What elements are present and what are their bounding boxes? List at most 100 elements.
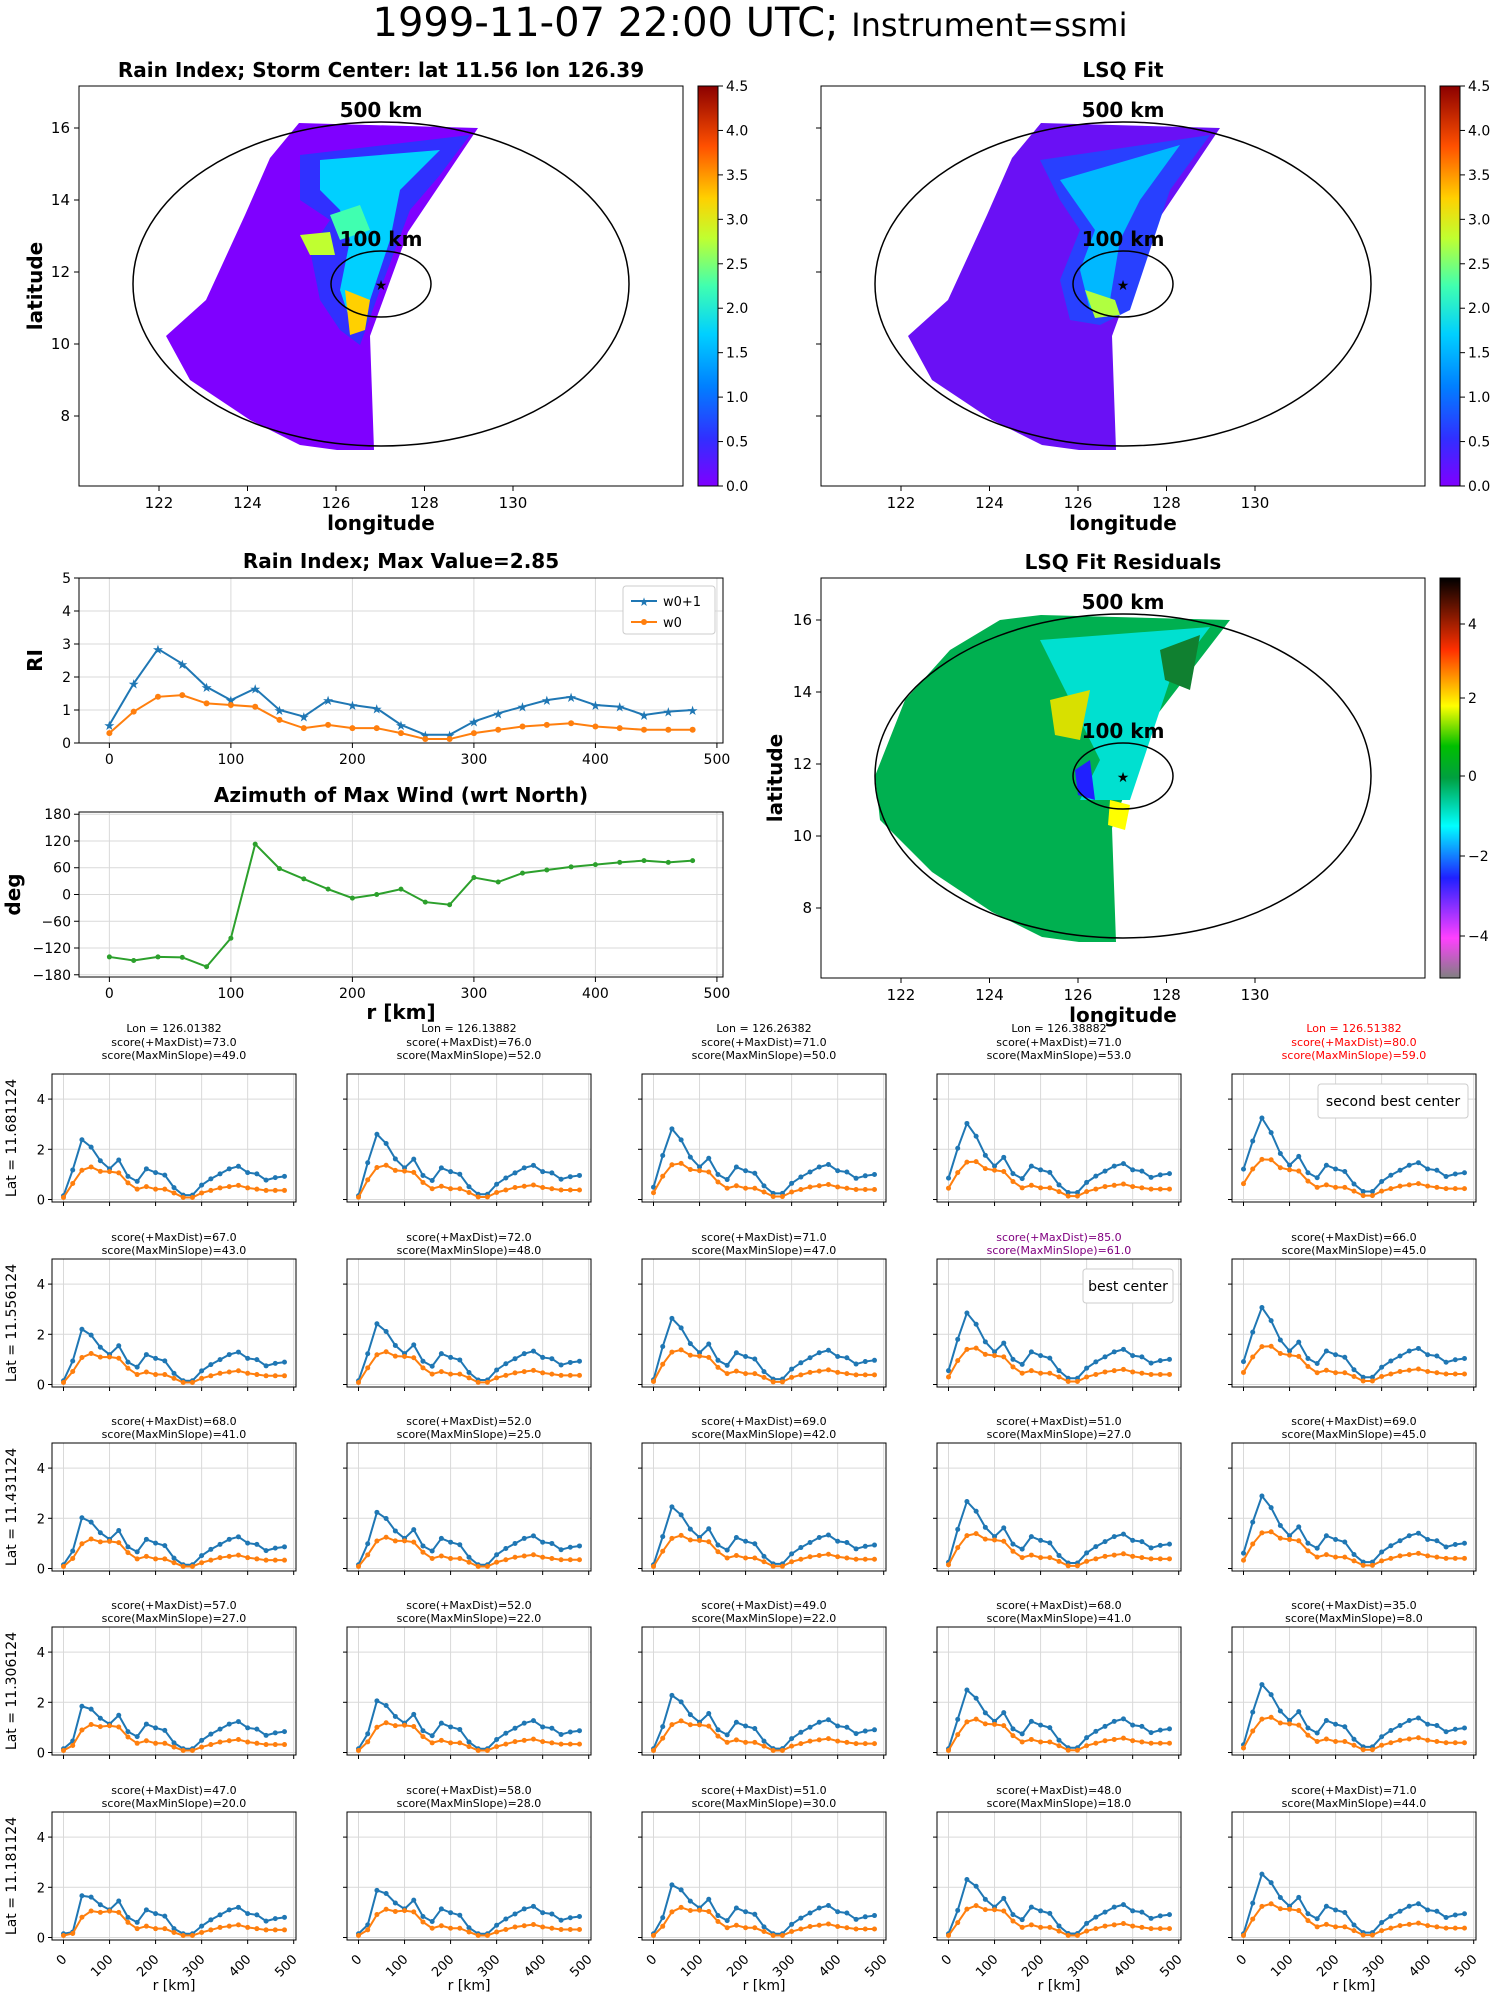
- map-xtick-label: 124: [975, 986, 1004, 1004]
- cell-data-point: [669, 1722, 675, 1728]
- cell-data-point: [549, 1170, 555, 1176]
- cell-data-point: [116, 1540, 122, 1546]
- cell-xtick-label: 500: [272, 1952, 300, 1980]
- cell-data-point: [1388, 1555, 1394, 1561]
- cell-data-point: [1287, 1537, 1293, 1543]
- cell-data-point: [687, 1898, 693, 1904]
- cell-data-point: [1406, 1182, 1412, 1188]
- cell-data-point: [1415, 1735, 1421, 1741]
- cell-data-point: [420, 1549, 426, 1555]
- rain-band-yellow-2: [300, 232, 335, 255]
- cell-data-point: [1305, 1548, 1311, 1554]
- cell-data-point: [521, 1369, 527, 1375]
- cell-score-maxdist: score(+MaxDist)=80.0: [1291, 1036, 1416, 1049]
- cell-score-maxdist: score(+MaxDist)=58.0: [406, 1784, 531, 1797]
- cell-ytick-label: 0: [37, 1378, 45, 1393]
- resid-map-frame: [820, 577, 1426, 979]
- cell-data-point: [1010, 1364, 1016, 1370]
- cell-data-point: [660, 1923, 666, 1929]
- cell-xtick-label: 500: [1452, 1952, 1480, 1980]
- cell-data-point: [567, 1729, 573, 1735]
- cell-data-point: [844, 1555, 850, 1561]
- cell-data-point: [549, 1540, 555, 1546]
- cell-data-point: [540, 1554, 546, 1560]
- cell-data-point: [263, 1557, 269, 1563]
- data-point: ★: [128, 678, 140, 693]
- data-point: [373, 725, 380, 732]
- cell-data-point: [503, 1545, 509, 1551]
- cell-data-point: [466, 1929, 472, 1935]
- cell-data-point: [199, 1923, 205, 1929]
- cell-data-point: [1277, 1708, 1283, 1714]
- cell-data-point: [512, 1356, 518, 1362]
- cell-data-point: [1250, 1354, 1256, 1360]
- map-xtick-label: 124: [975, 494, 1004, 512]
- cell-data-point: [411, 1355, 417, 1361]
- cell-data-point: [660, 1153, 666, 1159]
- cell-data-point: [992, 1721, 998, 1727]
- cell-data-point: [1434, 1738, 1440, 1744]
- cell-data-point: [697, 1722, 703, 1728]
- cell-data-point: [798, 1360, 804, 1366]
- cell-data-point: [660, 1724, 666, 1730]
- y-tick-label: 180: [44, 807, 71, 823]
- cell-data-point: [1342, 1370, 1348, 1376]
- cell-data-point: [761, 1553, 767, 1559]
- cell-data-point: [125, 1919, 131, 1925]
- chart-title: Rain Index; Max Value=2.85: [243, 549, 559, 573]
- grid-cell-r2-c3: score(+MaxDist)=71.0score(MaxMinSlope)=4…: [638, 1231, 887, 1391]
- cell-data-point: [1157, 1926, 1163, 1932]
- cell-data-point: [1333, 1554, 1339, 1560]
- cell-data-point: [770, 1379, 776, 1385]
- cell-data-point: [116, 1712, 122, 1718]
- cell-data-point: [1250, 1709, 1256, 1715]
- cell-data-point: [420, 1728, 426, 1734]
- cell-data-point: [724, 1185, 730, 1191]
- cell-data-point: [134, 1186, 140, 1192]
- cell-data-point: [429, 1363, 435, 1369]
- cell-data-point: [651, 1932, 657, 1938]
- map-ytick-label: 16: [793, 611, 812, 629]
- cell-data-point: [576, 1557, 582, 1563]
- cell-data-point: [567, 1915, 573, 1921]
- cell-data-point: [1268, 1692, 1274, 1698]
- cell-data-point: [1111, 1163, 1117, 1169]
- cell-data-point: [558, 1547, 564, 1553]
- cell-data-point: [835, 1738, 841, 1744]
- cell-data-point: [374, 1698, 380, 1704]
- cell-data-point: [1028, 1736, 1034, 1742]
- cell-data-point: [272, 1187, 278, 1193]
- cell-score-maxdist: score(+MaxDist)=71.0: [1291, 1784, 1416, 1797]
- lsq-map-xlabel: longitude: [1069, 511, 1177, 535]
- cell-data-point: [263, 1918, 269, 1924]
- cell-data-point: [669, 1504, 675, 1510]
- cell-frame: [51, 1626, 297, 1756]
- cell-data-point: [1019, 1176, 1025, 1182]
- cell-note-box: [1082, 1268, 1174, 1304]
- map-xtick-label: 126: [1064, 986, 1093, 1004]
- cell-data-point: [1268, 1529, 1274, 1535]
- cell-data-point: [392, 1167, 398, 1173]
- rain-map-title: Rain Index; Storm Center: lat 11.56 lon …: [118, 58, 644, 82]
- cell-data-point: [955, 1920, 961, 1926]
- cell-data-point: [272, 1730, 278, 1736]
- cell-data-point: [1369, 1562, 1375, 1568]
- cell-data-point: [530, 1533, 536, 1539]
- cell-data-point: [245, 1185, 251, 1191]
- cell-data-point: [1093, 1740, 1099, 1746]
- cell-data-point: [1379, 1920, 1385, 1926]
- cell-data-point: [1443, 1729, 1449, 1735]
- data-point: [568, 720, 575, 727]
- data-point: [252, 841, 258, 847]
- cell-data-point: [365, 1177, 371, 1183]
- cell-data-point: [70, 1358, 76, 1364]
- cell-score-maxminslope: score(MaxMinSlope)=28.0: [397, 1797, 542, 1810]
- cell-data-point: [1397, 1923, 1403, 1929]
- cell-data-point: [254, 1740, 260, 1746]
- cell-data-point: [1323, 1921, 1329, 1927]
- cell-data-point: [494, 1375, 500, 1381]
- cell-xtick-label: 200: [429, 1952, 457, 1980]
- cell-data-point: [134, 1549, 140, 1555]
- cell-data-point: [1028, 1552, 1034, 1558]
- cell-data-point: [208, 1373, 214, 1379]
